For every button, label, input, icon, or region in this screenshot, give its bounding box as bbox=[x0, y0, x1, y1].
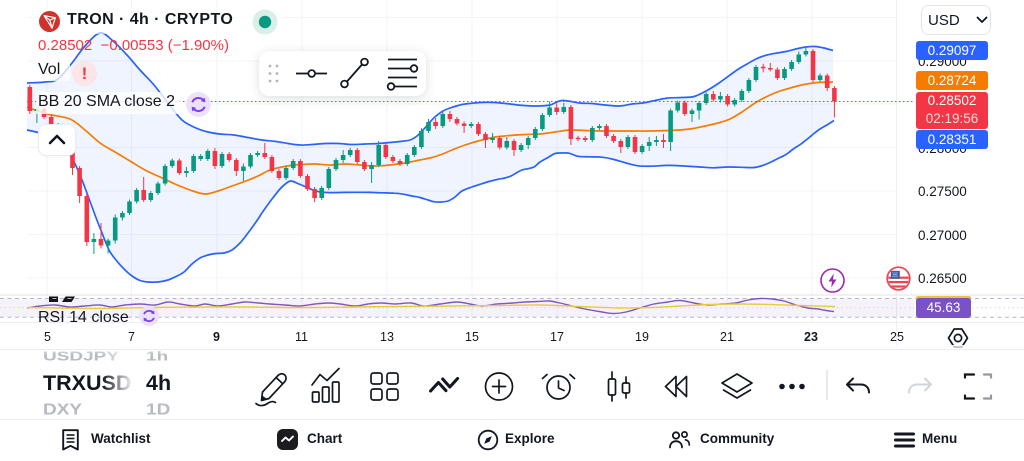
svg-text:!: ! bbox=[82, 64, 88, 83]
